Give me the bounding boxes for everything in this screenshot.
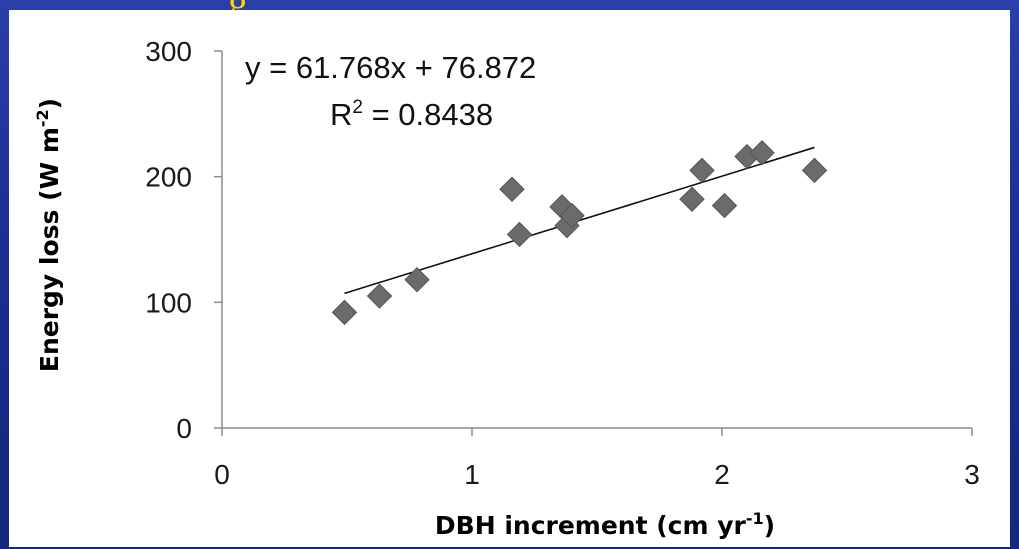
y-tick-label: 300 bbox=[145, 36, 192, 67]
axes bbox=[221, 51, 972, 429]
x-tick-label: 1 bbox=[464, 459, 480, 490]
data-point-diamond bbox=[749, 140, 775, 166]
data-point-diamond bbox=[366, 283, 393, 309]
trendline-equation: y = 61.768x + 76.872 bbox=[245, 50, 536, 85]
data-point-diamond bbox=[404, 267, 430, 293]
data-point-diamond bbox=[499, 176, 525, 202]
y-tick-label: 100 bbox=[145, 287, 192, 318]
x-tick-label: 3 bbox=[964, 459, 980, 490]
y-ticks: 0 100 200 300 bbox=[145, 36, 222, 444]
data-point-diamond bbox=[506, 221, 533, 248]
data-point-diamond bbox=[679, 186, 705, 212]
data-point-diamond bbox=[331, 299, 358, 326]
data-point-diamond bbox=[689, 157, 715, 184]
x-axis-title: DBH increment (cm yr-1) bbox=[435, 509, 775, 540]
x-tick-label: 0 bbox=[214, 459, 230, 490]
chart-panel: 0 1 2 3 0 100 200 300 y = 61.768x + 76.872 R2 … bbox=[9, 10, 1010, 547]
r-squared-label: R2 = 0.8438 bbox=[330, 97, 493, 132]
y-axis-title: Energy loss (W m-2) bbox=[33, 98, 64, 372]
x-tick-label: 2 bbox=[714, 459, 730, 490]
y-tick-label: 0 bbox=[176, 413, 192, 444]
x-ticks: 0 1 2 3 bbox=[214, 428, 980, 490]
data-points bbox=[331, 140, 828, 326]
data-point-diamond bbox=[559, 202, 585, 229]
data-point-diamond bbox=[711, 192, 738, 219]
data-point-diamond bbox=[801, 157, 828, 184]
scatter-chart: 0 1 2 3 0 100 200 300 y = 61.768x + 76.872 R2 … bbox=[33, 36, 980, 540]
y-tick-label: 200 bbox=[145, 162, 192, 193]
